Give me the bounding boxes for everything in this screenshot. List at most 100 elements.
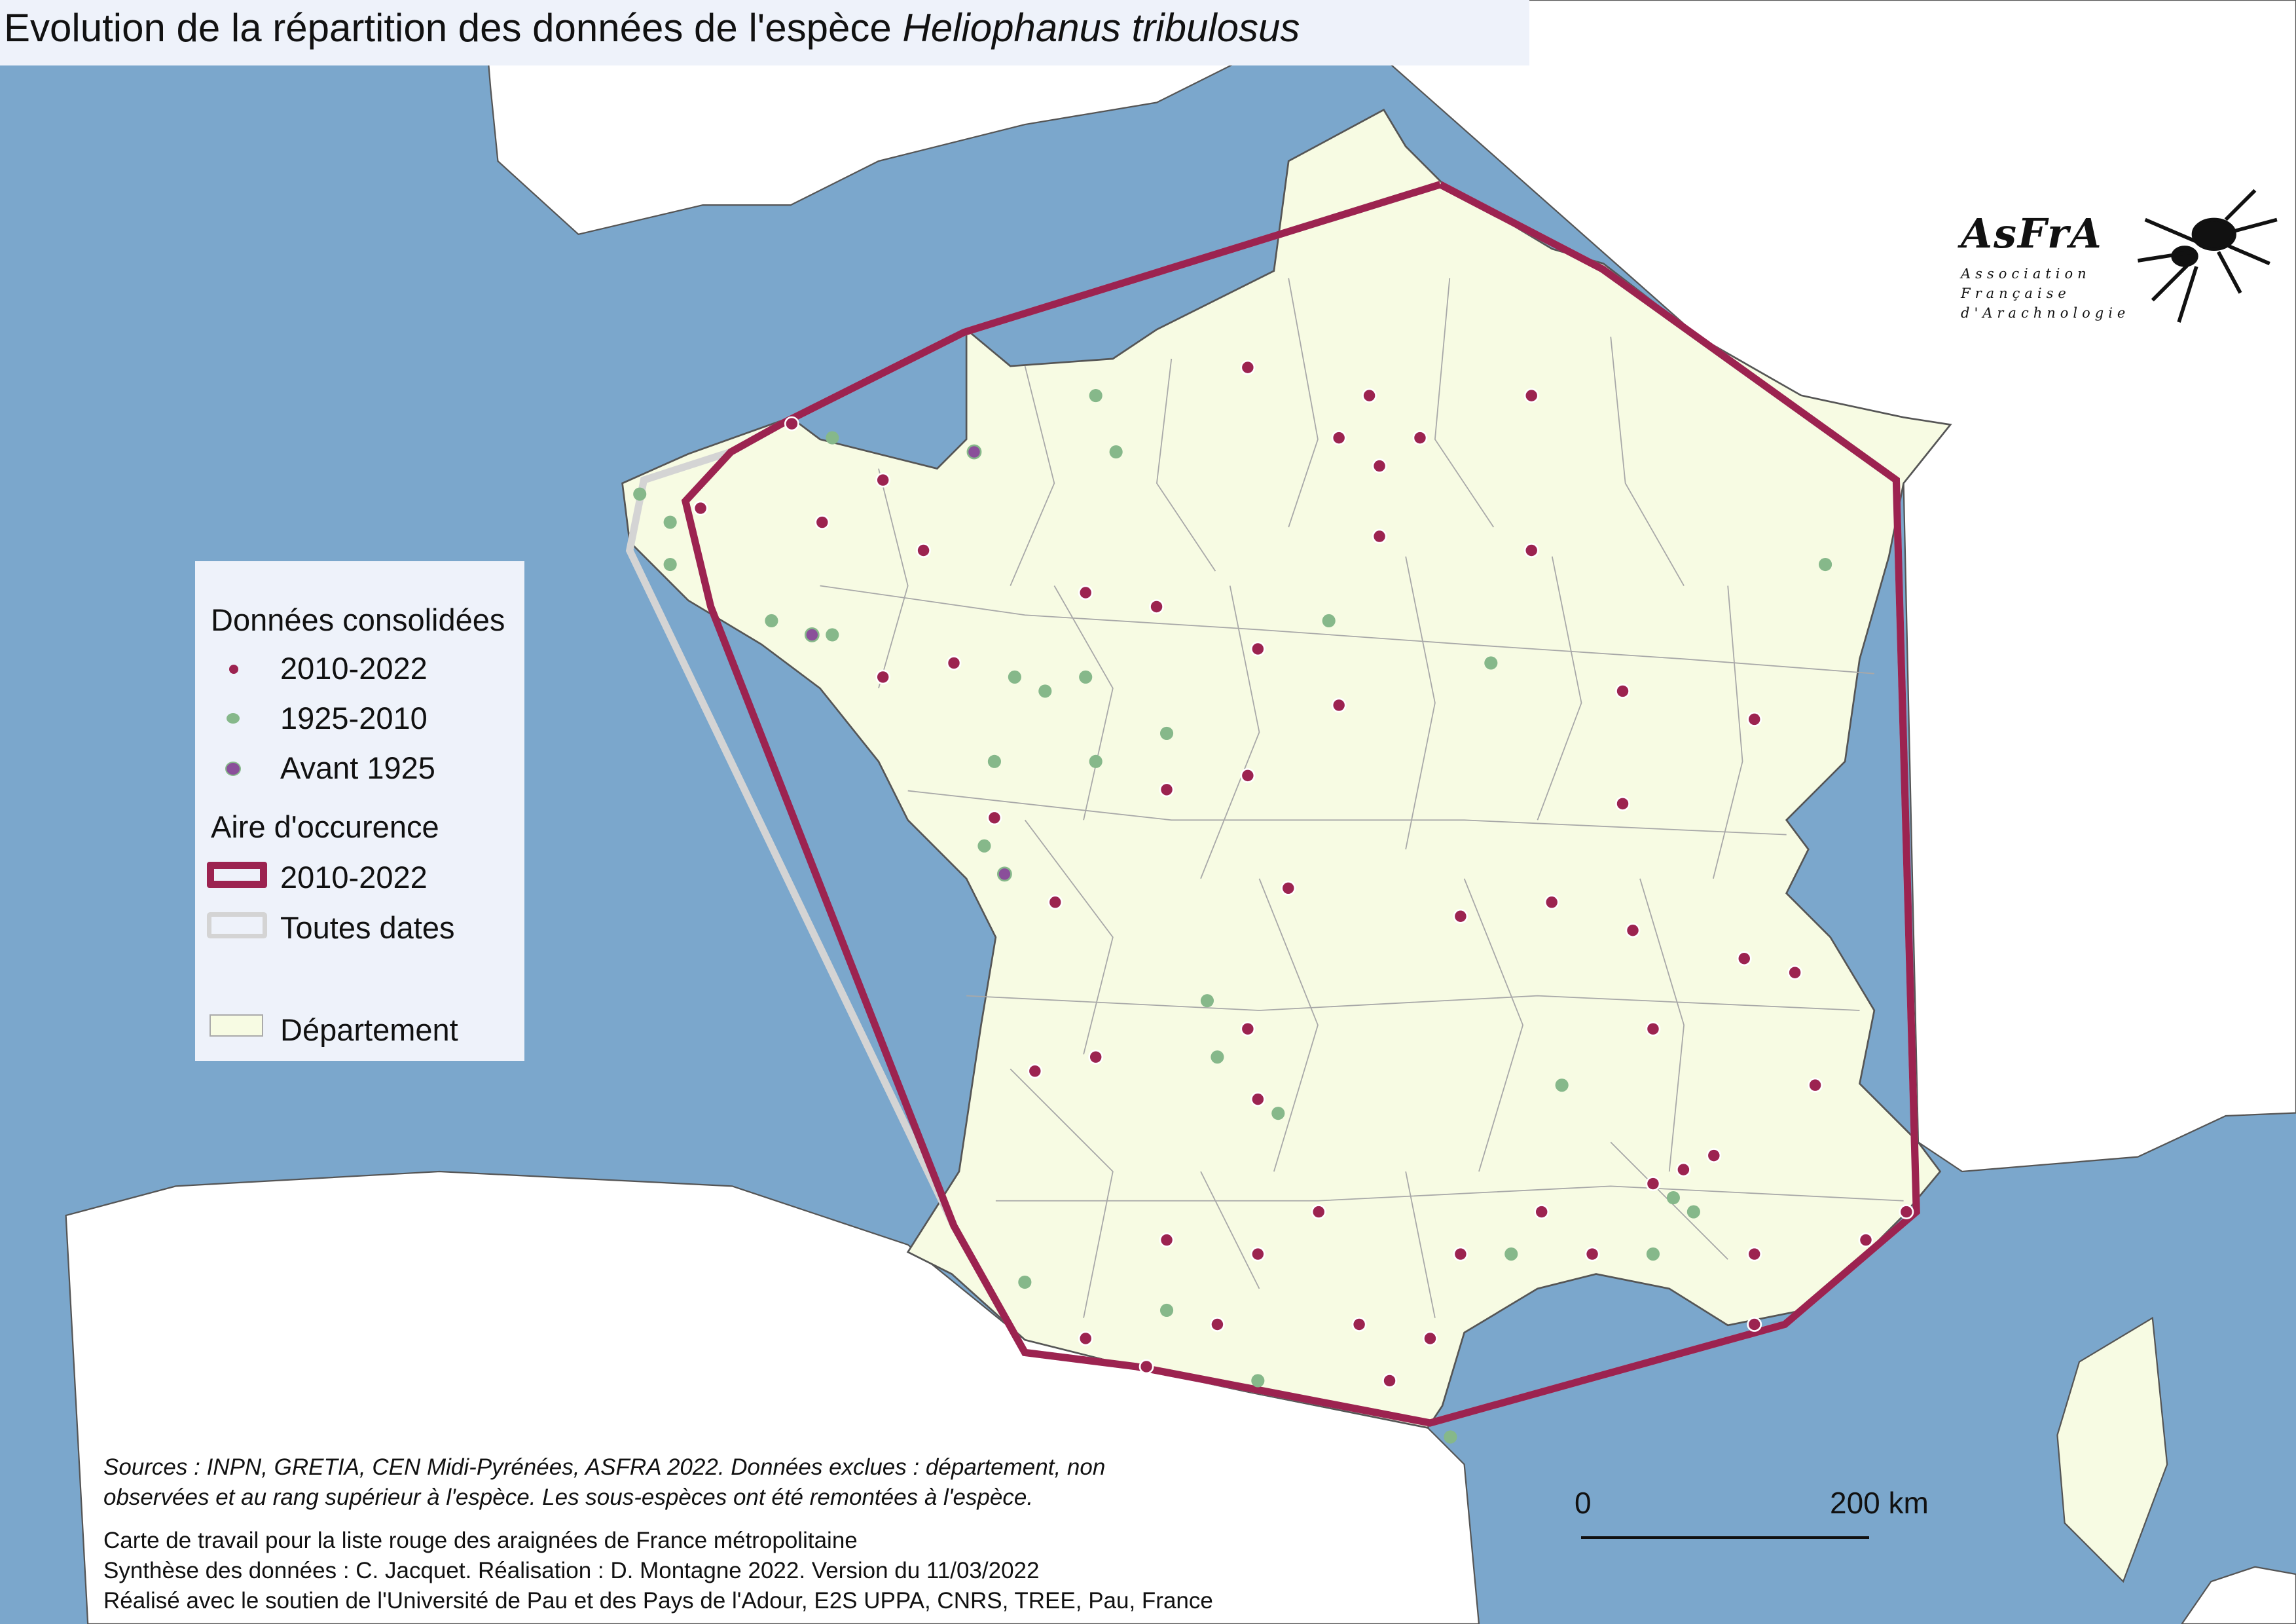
- point-2010-2022: [1584, 1246, 1600, 1262]
- point-2010-2022: [1747, 711, 1762, 727]
- legend-item-1925-2010: 1925-2010: [195, 700, 524, 739]
- point-2010-2022: [1645, 1021, 1661, 1037]
- legend-label: Département: [280, 1012, 458, 1047]
- point-2010-2022: [987, 810, 1002, 826]
- point-2010-2022: [1382, 1373, 1397, 1388]
- dot-red-icon: [229, 665, 238, 674]
- point-2010-2022: [1351, 1317, 1367, 1332]
- point-2010-2022: [1048, 895, 1063, 910]
- point-2010-2022: [1311, 1204, 1326, 1219]
- point-1925-2010: [633, 487, 647, 501]
- point-1925-2010: [1079, 670, 1093, 684]
- point-1925-2010: [1271, 1107, 1285, 1120]
- point-2010-2022: [946, 655, 962, 671]
- point-2010-2022: [1523, 543, 1539, 558]
- legend-item-area-all-dates: Toutes dates: [195, 910, 524, 949]
- legend-item-2010-2022: 2010-2022: [195, 650, 524, 690]
- spider-logo-icon: [2138, 189, 2278, 323]
- credits-line: Réalisé avec le soutien de l'Université …: [103, 1588, 1213, 1614]
- point-1925-2010: [1008, 670, 1021, 684]
- point-1925-2010: [1159, 726, 1174, 740]
- point-2010-2022: [1808, 1077, 1823, 1093]
- map-title: Evolution de la répartition des données …: [0, 0, 1529, 65]
- point-2010-2022: [1331, 697, 1347, 713]
- department-borders: [820, 278, 1904, 1318]
- logo-line: d'Arachnologie: [1961, 305, 2130, 321]
- scale-end-label: 200 km: [1830, 1486, 1929, 1520]
- point-2010-2022: [1250, 1246, 1266, 1262]
- point-2010-2022: [1534, 1204, 1550, 1219]
- point-2010-2022: [814, 515, 830, 530]
- point-1925-2010: [1686, 1205, 1700, 1219]
- logo-name: AsFrA: [1961, 210, 2103, 257]
- occurrence-area-2010-2022: [681, 181, 1920, 1427]
- point-1925-2010: [1322, 614, 1336, 628]
- point-1925-2010: [826, 431, 839, 445]
- point-2010-2022: [1523, 388, 1539, 403]
- point-2010-2022: [1078, 585, 1093, 600]
- credits-line: Synthèse des données : C. Jacquet. Réali…: [103, 1558, 1040, 1583]
- point-2010-2022: [1736, 951, 1752, 967]
- corsica: [2056, 1316, 2168, 1583]
- point-2010-2022: [784, 416, 799, 432]
- point-2010-2022: [1372, 458, 1387, 473]
- legend-heading-points: Données consolidées: [211, 602, 505, 637]
- point-2010-2022: [1281, 880, 1296, 896]
- sardinia-land: [2181, 1566, 2296, 1624]
- sources-line: observées et au rang supérieur à l'espèc…: [103, 1485, 1034, 1510]
- point-2010-2022: [1747, 1246, 1762, 1262]
- legend-item-area-2010-2022: 2010-2022: [195, 859, 524, 898]
- point-2010-2022: [1240, 1021, 1256, 1037]
- legend-label: 2010-2022: [280, 860, 428, 895]
- department-swatch-icon: [210, 1014, 263, 1037]
- point-avant-1925: [966, 444, 982, 460]
- point-2010-2022: [1453, 908, 1468, 924]
- dot-green-icon: [227, 713, 240, 724]
- point-2010-2022: [1544, 895, 1559, 910]
- legend-label: Toutes dates: [280, 910, 455, 945]
- point-1925-2010: [977, 839, 991, 853]
- area-swatch-red-icon: [207, 862, 267, 888]
- point-2010-2022: [693, 500, 708, 516]
- point-avant-1925: [996, 866, 1012, 882]
- point-1925-2010: [765, 614, 778, 628]
- point-1925-2010: [826, 628, 839, 642]
- asfra-logo: AsFrA Association Française d'Arachnolog…: [1961, 210, 2183, 341]
- footer-credits: Sources : INPN, GRETIA, CEN Midi-Pyrénée…: [103, 1452, 1213, 1616]
- legend-label: 2010-2022: [280, 651, 428, 686]
- point-2010-2022: [1747, 1317, 1762, 1332]
- point-2010-2022: [916, 543, 931, 558]
- point-2010-2022: [1615, 684, 1630, 699]
- point-2010-2022: [1240, 360, 1256, 375]
- point-2010-2022: [1372, 528, 1387, 544]
- point-1925-2010: [1504, 1247, 1518, 1261]
- logo-line: Française: [1961, 286, 2071, 301]
- point-2010-2022: [1362, 388, 1377, 403]
- point-1925-2010: [1200, 994, 1214, 1008]
- point-1925-2010: [663, 515, 677, 529]
- point-2010-2022: [1027, 1063, 1043, 1079]
- point-2010-2022: [875, 472, 891, 488]
- point-1925-2010: [1555, 1079, 1569, 1092]
- point-1925-2010: [1089, 754, 1102, 768]
- point-2010-2022: [1706, 1148, 1722, 1164]
- point-1925-2010: [1018, 1275, 1032, 1289]
- legend: Données consolidées 2010-2022 1925-2010 …: [195, 561, 524, 1061]
- point-1925-2010: [1666, 1191, 1680, 1205]
- legend-item-department: Département: [195, 1012, 524, 1051]
- point-1925-2010: [1089, 389, 1102, 403]
- point-2010-2022: [1675, 1162, 1691, 1177]
- point-2010-2022: [1088, 1049, 1104, 1065]
- logo-line: Association: [1961, 266, 2091, 282]
- point-2010-2022: [1159, 782, 1175, 798]
- credits-line: Carte de travail pour la liste rouge des…: [103, 1528, 858, 1553]
- area-swatch-grey-icon: [207, 912, 267, 938]
- point-1925-2010: [1646, 1247, 1660, 1261]
- point-2010-2022: [1423, 1331, 1438, 1346]
- point-2010-2022: [1858, 1232, 1874, 1247]
- point-2010-2022: [1240, 767, 1256, 783]
- legend-label: Avant 1925: [280, 750, 435, 785]
- point-2010-2022: [1331, 430, 1347, 445]
- point-2010-2022: [1210, 1317, 1225, 1332]
- point-2010-2022: [1149, 599, 1164, 614]
